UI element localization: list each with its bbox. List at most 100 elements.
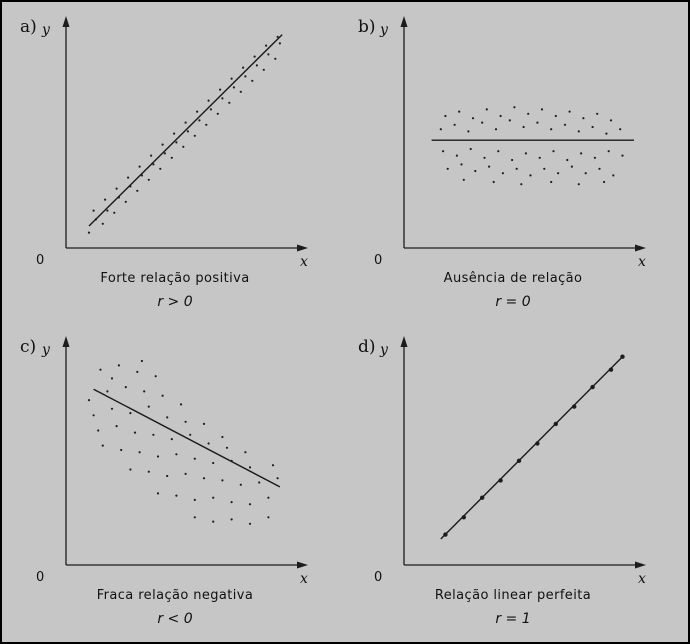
origin-label: 0 — [374, 253, 382, 268]
data-point — [262, 68, 265, 71]
data-point — [221, 435, 224, 439]
panel-b: b) y x 0 Ausência de relação r = 0 — [358, 16, 646, 310]
data-point — [184, 472, 187, 475]
data-point — [161, 143, 164, 146]
data-point — [133, 431, 137, 434]
correlation-coefficient: r > 0 — [157, 294, 192, 310]
data-point — [92, 209, 95, 212]
data-point — [99, 368, 102, 371]
x-axis-label: x — [300, 571, 308, 587]
data-point — [596, 112, 599, 115]
x-axis-arrow-icon — [297, 561, 308, 569]
data-point — [87, 231, 91, 234]
data-point — [584, 172, 587, 175]
data-point — [577, 183, 580, 186]
data-point — [253, 55, 256, 58]
fit-line — [440, 356, 623, 540]
data-point — [244, 451, 247, 454]
data-point — [267, 516, 270, 519]
data-point — [598, 167, 601, 170]
data-point — [527, 112, 530, 115]
data-point — [179, 403, 183, 406]
data-point — [87, 399, 91, 402]
y-axis-label: y — [41, 342, 51, 358]
data-point — [619, 128, 622, 131]
data-point — [577, 130, 580, 133]
data-point — [557, 172, 560, 175]
data-point — [212, 496, 215, 499]
fit-line — [93, 388, 281, 488]
data-point — [207, 99, 210, 102]
y-axis-arrow-icon — [62, 16, 70, 27]
origin-label: 0 — [374, 570, 382, 585]
y-axis-arrow-icon — [400, 16, 408, 27]
panel-caption: Forte relação positiva — [100, 271, 249, 286]
data-point — [110, 377, 114, 380]
data-point — [267, 53, 270, 56]
data-point — [267, 496, 270, 499]
data-point — [230, 501, 233, 504]
data-point — [593, 156, 597, 159]
data-point — [515, 167, 518, 170]
data-point — [276, 35, 279, 38]
data-point — [492, 180, 495, 184]
y-axis-label: y — [379, 22, 389, 38]
data-point — [513, 106, 516, 109]
data-point — [485, 108, 488, 111]
data-point — [497, 150, 500, 153]
data-point — [147, 470, 150, 473]
x-axis-label: x — [638, 571, 646, 587]
data-point — [621, 154, 624, 157]
data-point — [136, 189, 139, 192]
data-point — [221, 479, 224, 482]
data-point — [511, 158, 514, 162]
data-point — [138, 165, 141, 168]
data-point — [106, 209, 109, 212]
data-point — [193, 516, 196, 519]
data-point — [274, 57, 277, 60]
data-point — [529, 174, 532, 177]
data-point — [242, 66, 245, 69]
data-point — [582, 117, 585, 120]
data-point — [612, 174, 615, 177]
data-point — [184, 121, 187, 124]
panel-label: a) — [20, 17, 37, 37]
data-point — [230, 518, 233, 521]
data-point — [156, 492, 160, 495]
data-point — [444, 114, 447, 118]
data-point — [563, 123, 567, 126]
data-point — [152, 163, 155, 166]
data-point — [228, 101, 231, 104]
data-point — [538, 156, 541, 159]
data-point — [97, 429, 100, 432]
data-point — [232, 86, 235, 89]
data-point — [276, 477, 279, 480]
panel-caption: Ausência de relação — [444, 271, 583, 286]
panel-a: a) y x 0 Forte relação positiva r > 0 — [20, 16, 308, 310]
data-point — [120, 448, 123, 452]
data-point — [175, 494, 178, 497]
data-point — [508, 119, 511, 122]
data-point — [193, 134, 196, 137]
data-point — [248, 522, 252, 525]
data-point — [140, 359, 143, 363]
y-axis-arrow-icon — [62, 336, 70, 347]
data-point — [566, 158, 569, 162]
data-point — [239, 483, 242, 486]
data-point — [552, 150, 555, 153]
data-point — [460, 163, 463, 166]
data-point — [175, 141, 178, 144]
data-point — [554, 114, 557, 118]
data-point — [159, 167, 162, 170]
panel-c: c) y x 0 Fraca relação negativa r < 0 — [20, 336, 308, 627]
data-point — [501, 172, 504, 175]
data-point — [467, 130, 470, 133]
data-point — [219, 88, 222, 91]
data-point — [101, 444, 104, 447]
data-point — [244, 75, 247, 78]
data-point — [520, 183, 523, 186]
data-point — [605, 132, 608, 135]
data-point — [147, 405, 150, 408]
data-point — [494, 128, 498, 131]
data-point — [154, 375, 157, 378]
